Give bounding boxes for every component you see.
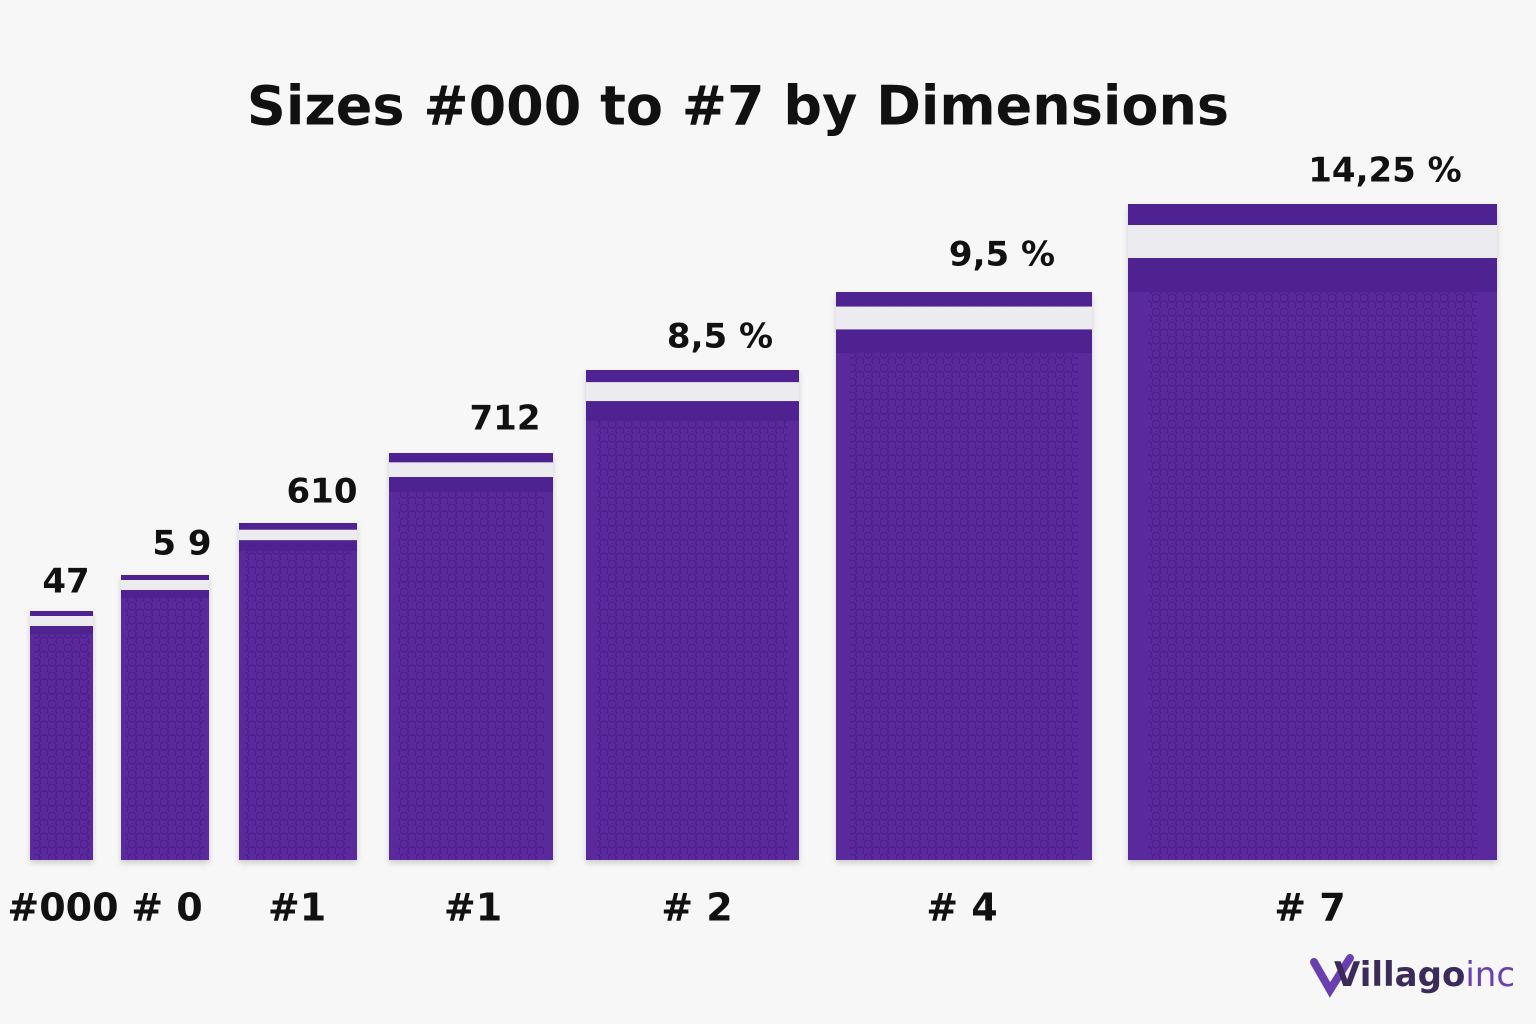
- envelope-top-strip: [1128, 204, 1497, 225]
- envelope-seal-band: [30, 616, 93, 626]
- envelope-seal-band: [1128, 225, 1497, 258]
- envelope-seal-band: [389, 462, 553, 477]
- envelope-seal-band: [836, 306, 1092, 330]
- envelope-body: [1128, 204, 1497, 860]
- envelope-flap: [121, 590, 209, 599]
- envelope: [121, 575, 209, 860]
- envelope-flap: [836, 329, 1092, 354]
- envelope-seam-right: [544, 492, 553, 860]
- envelope-body: [239, 523, 357, 860]
- envelope-seam-right: [204, 598, 209, 860]
- envelope: [30, 611, 93, 860]
- envelope-flap: [389, 477, 553, 493]
- envelope-seal-band: [121, 580, 209, 591]
- envelope: [836, 292, 1092, 860]
- envelope-top-strip: [586, 370, 799, 383]
- envelope-seam-left: [1128, 292, 1148, 860]
- envelope-top-strip: [389, 453, 553, 463]
- logo-brand-text: Villago: [1334, 955, 1465, 995]
- envelope: [389, 453, 553, 860]
- envelope: [586, 370, 799, 860]
- envelope-seam-right: [1078, 353, 1092, 860]
- size-value: 5 9: [152, 524, 211, 564]
- logo: Villagoinc: [1310, 954, 1515, 998]
- envelope-seam-right: [89, 634, 93, 860]
- envelope-seam-left: [586, 420, 598, 860]
- envelope-flap: [30, 626, 93, 634]
- size-value: 47: [42, 562, 89, 602]
- size-label: # 7: [1274, 886, 1346, 930]
- size-label: # 4: [926, 886, 998, 930]
- envelope: [239, 523, 357, 860]
- envelope-flap: [586, 401, 799, 421]
- envelope-top-strip: [239, 523, 357, 530]
- envelope-top-strip: [30, 611, 93, 616]
- envelope-body: [836, 292, 1092, 860]
- envelope-body: [30, 611, 93, 860]
- envelope-top-strip: [836, 292, 1092, 307]
- logo-brand: Villagoinc: [1334, 955, 1515, 995]
- size-value: 8,5 %: [667, 317, 773, 357]
- size-label: # 2: [661, 886, 733, 930]
- envelope: [1128, 204, 1497, 860]
- size-value: 712: [470, 399, 541, 439]
- size-value: 9,5 %: [949, 235, 1055, 275]
- envelope-seam-right: [787, 420, 799, 860]
- envelope-seam-left: [239, 551, 246, 860]
- envelope-body: [389, 453, 553, 860]
- envelope-flap: [1128, 258, 1497, 292]
- envelope-seal-band: [586, 382, 799, 402]
- envelope-seam-right: [350, 551, 357, 860]
- envelope-flap: [239, 540, 357, 552]
- size-value: 610: [287, 472, 358, 512]
- envelope-seam-left: [389, 492, 398, 860]
- size-label: #1: [268, 886, 326, 930]
- logo-suffix: inc: [1465, 955, 1515, 995]
- envelope-seam-left: [30, 634, 34, 860]
- size-label: # 0: [131, 886, 203, 930]
- envelope-seam-left: [836, 353, 850, 860]
- title: Sizes #000 to #7 by Dimensions: [247, 75, 1229, 138]
- envelope-seam-left: [121, 598, 126, 860]
- envelope-seam-right: [1477, 292, 1497, 860]
- envelope-body: [586, 370, 799, 860]
- logo-mark: [1310, 954, 1354, 998]
- size-value: 14,25 %: [1308, 151, 1461, 191]
- size-label: #1: [444, 886, 502, 930]
- size-label: #000: [7, 886, 118, 930]
- envelope-top-strip: [121, 575, 209, 581]
- envelope-seal-band: [239, 529, 357, 541]
- envelope-body: [121, 575, 209, 860]
